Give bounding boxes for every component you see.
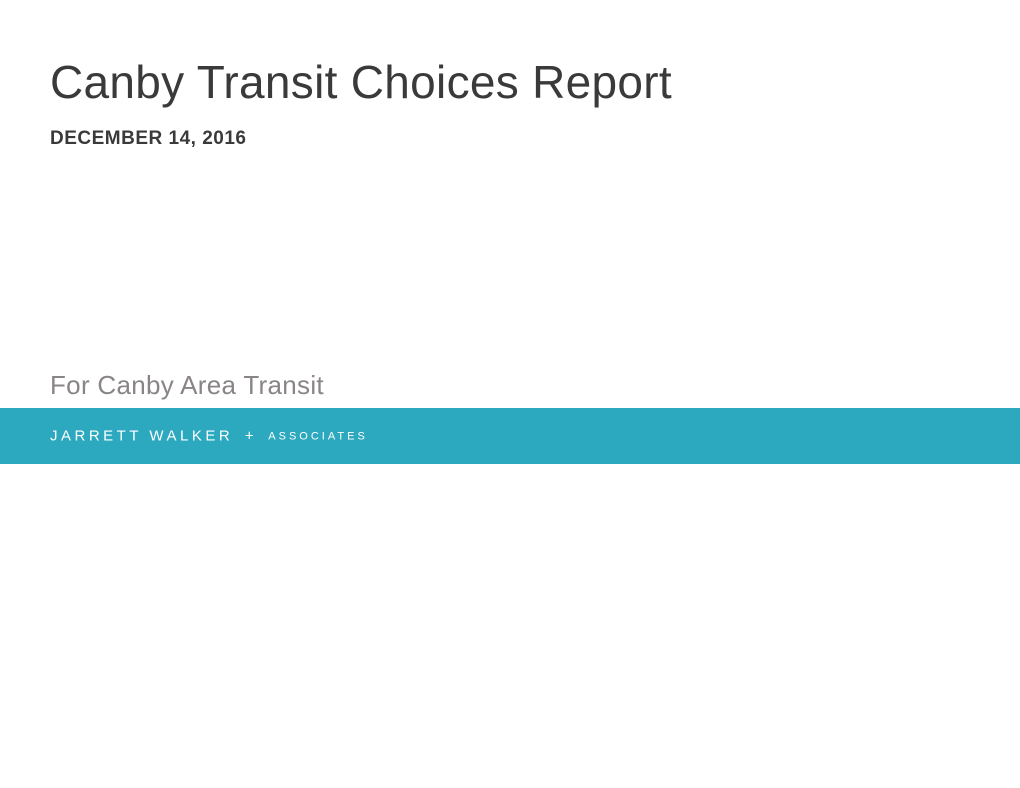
author-band: JARRETT WALKER + ASSOCIATES xyxy=(0,408,1020,464)
author-text: JARRETT WALKER + ASSOCIATES xyxy=(50,428,368,445)
report-date: DECEMBER 14, 2016 xyxy=(50,128,246,150)
author-plus: + xyxy=(245,428,257,445)
report-title: Canby Transit Choices Report xyxy=(50,55,672,109)
author-name: JARRETT WALKER xyxy=(50,428,233,445)
author-associates: ASSOCIATES xyxy=(268,431,367,443)
report-subtitle: For Canby Area Transit xyxy=(50,370,324,401)
cover-page: Canby Transit Choices Report DECEMBER 14… xyxy=(0,0,1020,788)
